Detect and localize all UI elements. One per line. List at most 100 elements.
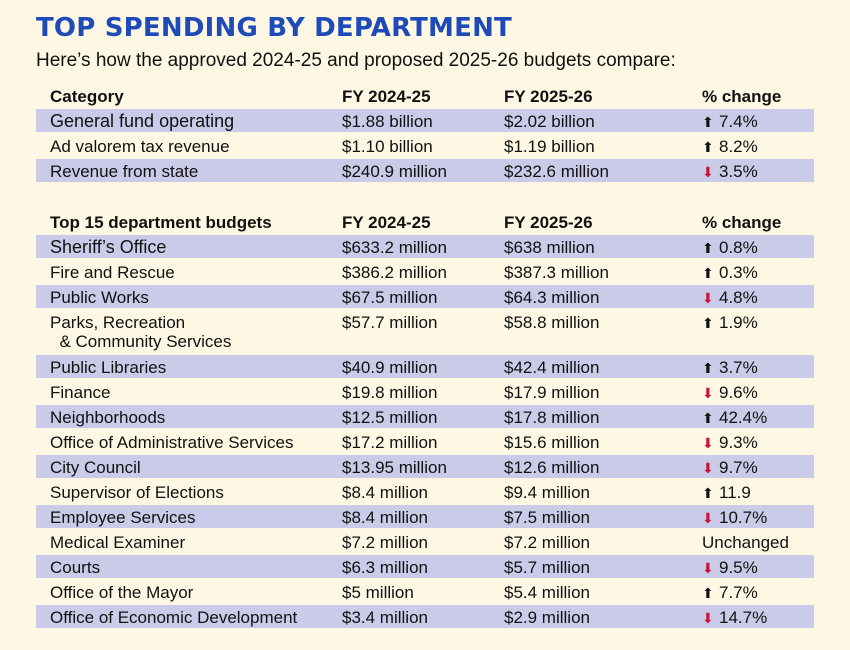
summary-header-cell: Category xyxy=(50,87,124,106)
summary-change-cell: ⬆ 8.2% xyxy=(702,137,758,157)
dept-fy2425-cell: $12.5 million xyxy=(342,408,438,427)
dept-name-cell: Employee Services xyxy=(50,508,196,527)
summary-header-cell: FY 2024-25 xyxy=(342,87,431,106)
dept-change-cell: ⬆ 11.9 xyxy=(702,483,751,503)
dept-change-cell: ⬆ 7.7% xyxy=(702,583,758,603)
dept-fy2526-cell: $5.4 million xyxy=(504,583,590,602)
dept-change-cell: ⬆ 1.9% xyxy=(702,313,758,333)
dept-change-value: 4.8% xyxy=(719,288,758,307)
summary-fy2425-cell: $1.88 billion xyxy=(342,112,433,131)
dept-change-value: 9.7% xyxy=(719,458,758,477)
summary-change-cell: ⬇ 3.5% xyxy=(702,162,758,182)
arrow-up-icon: ⬆ xyxy=(702,315,714,331)
arrow-down-icon: ⬇ xyxy=(702,435,714,451)
dept-change-cell: ⬇ 9.5% xyxy=(702,558,758,578)
dept-name-cell: Office of the Mayor xyxy=(50,583,194,602)
arrow-down-icon: ⬇ xyxy=(702,460,714,476)
summary-row: Ad valorem tax revenue $1.10 billion $1.1… xyxy=(36,134,814,157)
dept-name-cell: Supervisor of Elections xyxy=(50,483,224,502)
dept-fy2425-cell: $57.7 million xyxy=(342,313,438,332)
dept-row: Public Libraries $40.9 million $42.4 milli… xyxy=(36,355,814,378)
summary-change-value: 8.2% xyxy=(719,137,758,156)
summary-header-row: Category FY 2024-25 FY 2025-26 % change xyxy=(36,84,814,109)
summary-change-value: 7.4% xyxy=(719,112,758,131)
dept-fy2526-cell: $17.8 million xyxy=(504,408,600,427)
department-table: Top 15 department budgets FY 2024-25 FY 20… xyxy=(36,210,814,630)
summary-name-cell: Ad valorem tax revenue xyxy=(50,137,230,156)
dept-change-cell: Unchanged xyxy=(702,533,789,552)
dept-fy2425-cell: $19.8 million xyxy=(342,383,438,402)
arrow-up-icon: ⬆ xyxy=(702,265,714,281)
dept-change-cell: ⬆ 42.4% xyxy=(702,408,767,428)
summary-name-cell: Revenue from state xyxy=(50,162,199,181)
dept-change-value: 0.3% xyxy=(719,263,758,282)
arrow-up-icon: ⬆ xyxy=(702,585,714,601)
dept-header-row: Top 15 department budgets FY 2024-25 FY 20… xyxy=(36,210,814,235)
dept-fy2526-cell: $638 million xyxy=(504,238,595,257)
dept-fy2526-cell: $15.6 million xyxy=(504,433,600,452)
summary-header-cell: FY 2025-26 xyxy=(504,87,593,106)
dept-change-cell: ⬇ 9.7% xyxy=(702,458,758,478)
dept-change-value: 10.7% xyxy=(719,508,768,527)
dept-name-cell: Medical Examiner xyxy=(50,533,186,552)
dept-name-cell: Office of Administrative Services xyxy=(50,433,294,452)
page-subtitle: Here’s how the approved 2024-25 and prop… xyxy=(36,50,676,71)
summary-table: Category FY 2024-25 FY 2025-26 % change Gene… xyxy=(36,84,814,184)
dept-row: Fire and Rescue $386.2 million $387.3 mill… xyxy=(36,260,814,283)
summary-name-cell: General fund operating xyxy=(50,111,235,131)
dept-fy2425-cell: $7.2 million xyxy=(342,533,428,552)
dept-fy2425-cell: $13.95 million xyxy=(342,458,447,477)
dept-name-cell: Public Libraries xyxy=(50,358,167,377)
arrow-down-icon: ⬇ xyxy=(702,164,714,180)
dept-change-value: Unchanged xyxy=(702,533,789,552)
summary-fy2526-cell: $232.6 million xyxy=(504,162,609,181)
dept-fy2425-cell: $8.4 million xyxy=(342,483,428,502)
dept-header-cell: FY 2025-26 xyxy=(504,213,593,232)
dept-fy2526-cell: $17.9 million xyxy=(504,383,600,402)
dept-change-value: 0.8% xyxy=(719,238,758,257)
dept-change-cell: ⬇ 4.8% xyxy=(702,288,758,308)
dept-fy2425-cell: $633.2 million xyxy=(342,238,447,257)
dept-name-cell: Sheriff’s Office xyxy=(50,237,167,257)
dept-change-value: 9.6% xyxy=(719,383,758,402)
dept-fy2526-cell: $12.6 million xyxy=(504,458,600,477)
summary-header-cell: % change xyxy=(702,87,782,106)
arrow-up-icon: ⬆ xyxy=(702,360,714,376)
dept-header-cell: FY 2024-25 xyxy=(342,213,431,232)
dept-name-cell: Office of Economic Development xyxy=(50,608,298,627)
dept-name-cell: Neighborhoods xyxy=(50,408,166,427)
dept-name-cell: Fire and Rescue xyxy=(50,263,175,282)
dept-fy2425-cell: $40.9 million xyxy=(342,358,438,377)
dept-change-cell: ⬆ 3.7% xyxy=(702,358,758,378)
arrow-up-icon: ⬆ xyxy=(702,410,714,426)
dept-fy2526-cell: $58.8 million xyxy=(504,313,600,332)
dept-fy2425-cell: $17.2 million xyxy=(342,433,438,452)
dept-change-value: 42.4% xyxy=(719,408,768,427)
dept-name-cell: Parks, Recreation & Community Services xyxy=(50,313,232,351)
dept-row: Supervisor of Elections $8.4 million $9.4 … xyxy=(36,480,814,503)
summary-fy2526-cell: $1.19 billion xyxy=(504,137,595,156)
dept-row: Office of Economic Development $3.4 milli… xyxy=(36,605,814,628)
dept-row: Neighborhoods $12.5 million $17.8 million ⬆… xyxy=(36,405,814,428)
dept-header-cell: Top 15 department budgets xyxy=(50,213,272,232)
dept-fy2425-cell: $8.4 million xyxy=(342,508,428,527)
arrow-down-icon: ⬇ xyxy=(702,385,714,401)
dept-fy2526-cell: $42.4 million xyxy=(504,358,600,377)
arrow-down-icon: ⬇ xyxy=(702,510,714,526)
arrow-up-icon: ⬆ xyxy=(702,114,714,130)
dept-fy2425-cell: $67.5 million xyxy=(342,288,438,307)
summary-change-value: 3.5% xyxy=(719,162,758,181)
summary-row: General fund operating $1.88 billion $2.02… xyxy=(36,109,814,132)
summary-change-cell: ⬆ 7.4% xyxy=(702,112,758,132)
dept-fy2425-cell: $6.3 million xyxy=(342,558,428,577)
dept-fy2526-cell: $64.3 million xyxy=(504,288,600,307)
arrow-down-icon: ⬇ xyxy=(702,560,714,576)
dept-change-cell: ⬇ 9.6% xyxy=(702,383,758,403)
dept-name-cell: City Council xyxy=(50,458,141,477)
dept-fy2526-cell: $5.7 million xyxy=(504,558,590,577)
dept-change-value: 9.3% xyxy=(719,433,758,452)
arrow-down-icon: ⬇ xyxy=(702,290,714,306)
dept-name-cell: Finance xyxy=(50,383,111,402)
arrow-up-icon: ⬆ xyxy=(702,240,714,256)
page-title: TOP SPENDING BY DEPARTMENT xyxy=(36,13,512,43)
